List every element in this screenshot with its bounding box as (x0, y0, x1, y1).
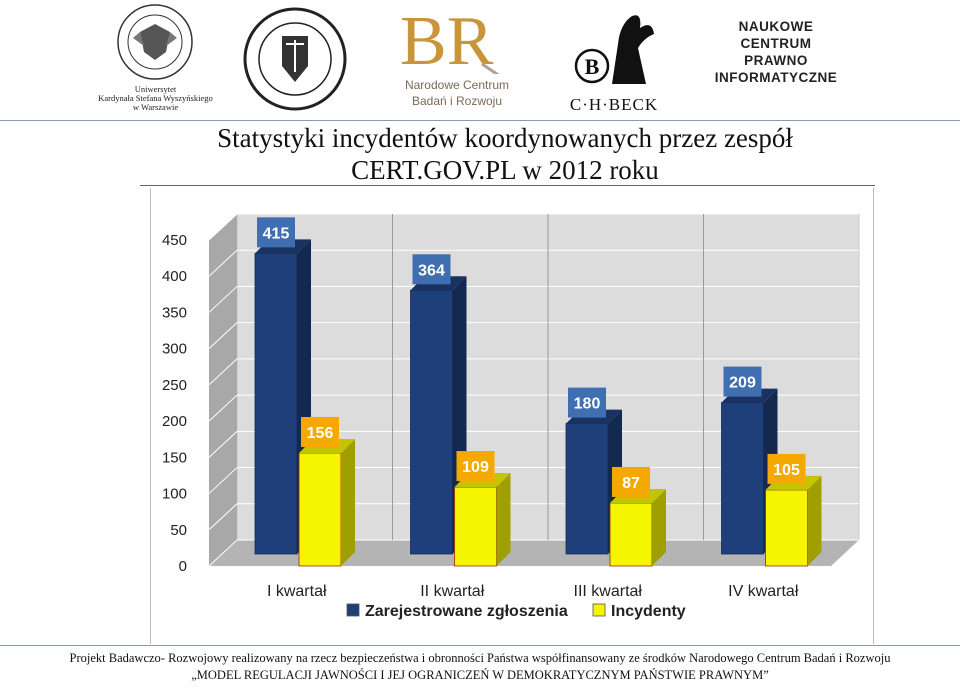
x-tick-label: I kwartał (267, 583, 327, 600)
gridline-side (208, 430, 238, 458)
uksw-logo: Uniwersytet Kardynała Stefana Wyszyńskie… (88, 2, 223, 118)
beck-monogram: B (585, 54, 600, 79)
uksw-line-3: w Warszawie (132, 102, 179, 112)
legend-label-2: Incydenty (611, 603, 686, 620)
gridline-side (208, 503, 238, 531)
ncbr-logo: BR Narodowe Centrum Badań i Rozwoju (372, 3, 542, 112)
uwr-logo (242, 6, 348, 112)
gridline-side (208, 394, 238, 422)
ncbr-line-2: Badań i Rozwoju (411, 94, 503, 108)
data-label-box-1-3 (612, 466, 650, 497)
data-label-1-4: 105 (773, 462, 800, 479)
slide-title: Statystyki incydentów koordynowanych prz… (60, 122, 950, 186)
ncpi-line-4: INFORMATYCZNE (714, 70, 838, 85)
gridline-side (208, 322, 238, 350)
bar-registered-3 (565, 423, 609, 555)
data-label-box-0-4 (723, 366, 762, 397)
ncbr-monogram-icon: BR (400, 3, 541, 106)
data-label-1-3: 87 (622, 475, 640, 492)
incident-bar-chart: 0 50 100 150 200 250 300 350 400 450 415 156 I kwart… (162, 213, 860, 620)
data-label-0-4: 209 (729, 375, 756, 392)
slide-title-line-2: CERT.GOV.PL w 2012 roku (351, 155, 659, 185)
beck-logo: B C·H·BECK (568, 4, 660, 114)
legend-swatch-2 (592, 603, 606, 617)
data-label-box-1-1 (301, 416, 339, 447)
data-label-0-3: 180 (574, 396, 601, 413)
bar-incidents-4 (765, 489, 808, 567)
y-tick-label: 350 (162, 304, 187, 321)
data-label-1-1: 156 (307, 425, 334, 442)
y-tick-label: 200 (162, 413, 187, 430)
data-label-box-1-4 (767, 453, 806, 484)
x-tick-label: II kwartał (420, 583, 484, 600)
bar-incidents-1 (298, 452, 342, 567)
bar-incidents-3 (609, 502, 653, 567)
y-tick-label: 100 (162, 486, 187, 503)
data-label-1-2: 109 (462, 459, 489, 476)
floor (209, 540, 859, 566)
data-label-box-0-2 (412, 254, 451, 285)
uksw-seal-icon (117, 4, 193, 80)
griffin-icon: B (574, 15, 654, 85)
title-underline (140, 185, 875, 186)
bar-side-1-4 (807, 475, 822, 566)
data-label-box-1-2 (456, 451, 495, 482)
uksw-name: Uniwersytet Kardynała Stefana Wyszyńskie… (88, 85, 223, 112)
data-label-box-0-1 (257, 217, 295, 248)
beck-name: C·H·BECK (569, 95, 659, 114)
data-label-box-0-3 (568, 387, 606, 418)
ncbr-line-1: Narodowe Centrum (404, 78, 510, 92)
footer-line-2: „MODEL REGULACJI JAWNOŚCI I JEJ OGRANICZ… (191, 668, 769, 682)
y-tick-label: 300 (162, 341, 187, 358)
ncpi-line-1: NAUKOWE (738, 19, 814, 34)
chart-frame: 0 50 100 150 200 250 300 350 400 450 415 156 I kwart… (150, 188, 874, 644)
gridline-side (208, 213, 238, 241)
ncbr-name: Narodowe Centrum Badań i Rozwoju (372, 77, 542, 109)
ncpi-line-3: PRAWNO (744, 53, 808, 68)
y-tick-label: 400 (162, 268, 187, 285)
y-tick-label: 250 (162, 377, 187, 394)
legend-label-1: Zarejestrowane zgłoszenia (365, 603, 568, 620)
bar-registered-4 (721, 402, 764, 555)
uksw-line-1: Uniwersytet (134, 84, 177, 94)
y-tick-label: 150 (162, 449, 187, 466)
bar-side-1-2 (496, 473, 511, 566)
ncpi-line-2: CENTRUM (740, 36, 812, 51)
legend-swatch-1 (346, 603, 360, 617)
x-tick-label: III kwartał (574, 583, 643, 600)
bar-side-1-1 (341, 438, 355, 566)
header-divider (0, 120, 960, 121)
bar-side-1-3 (652, 488, 666, 566)
ncbr-monogram-b: BR (400, 4, 494, 74)
gridline-side (208, 358, 238, 386)
gridline-side (208, 539, 238, 567)
gridline-side (208, 467, 238, 494)
uwr-seal-icon (243, 7, 347, 111)
y-tick-label: 0 (179, 558, 187, 575)
y-tick-label: 50 (170, 522, 187, 539)
data-label-0-2: 364 (418, 262, 445, 279)
uksw-line-2: Kardynała Stefana Wyszyńskiego (98, 93, 213, 103)
footer-divider (0, 645, 960, 646)
bar-incidents-2 (454, 486, 497, 567)
bar-registered-2 (410, 289, 453, 555)
x-tick-label: IV kwartał (728, 583, 799, 600)
y-tick-label: 450 (162, 232, 187, 249)
slide-title-line-1: Statystyki incydentów koordynowanych prz… (217, 123, 793, 153)
footer: Projekt Badawczo- Rozwojowy realizowany … (0, 650, 960, 684)
ncpi-logo: NAUKOWE CENTRUM PRAWNO INFORMATYCZNE (688, 18, 864, 86)
side-wall (209, 214, 237, 566)
gridline-side (208, 249, 238, 277)
bar-registered-1 (254, 252, 298, 555)
logo-bar: Uniwersytet Kardynała Stefana Wyszyńskie… (0, 0, 960, 118)
gridline-side (208, 286, 238, 313)
data-label-0-1: 415 (263, 225, 290, 242)
footer-line-1: Projekt Badawczo- Rozwojowy realizowany … (69, 651, 891, 665)
